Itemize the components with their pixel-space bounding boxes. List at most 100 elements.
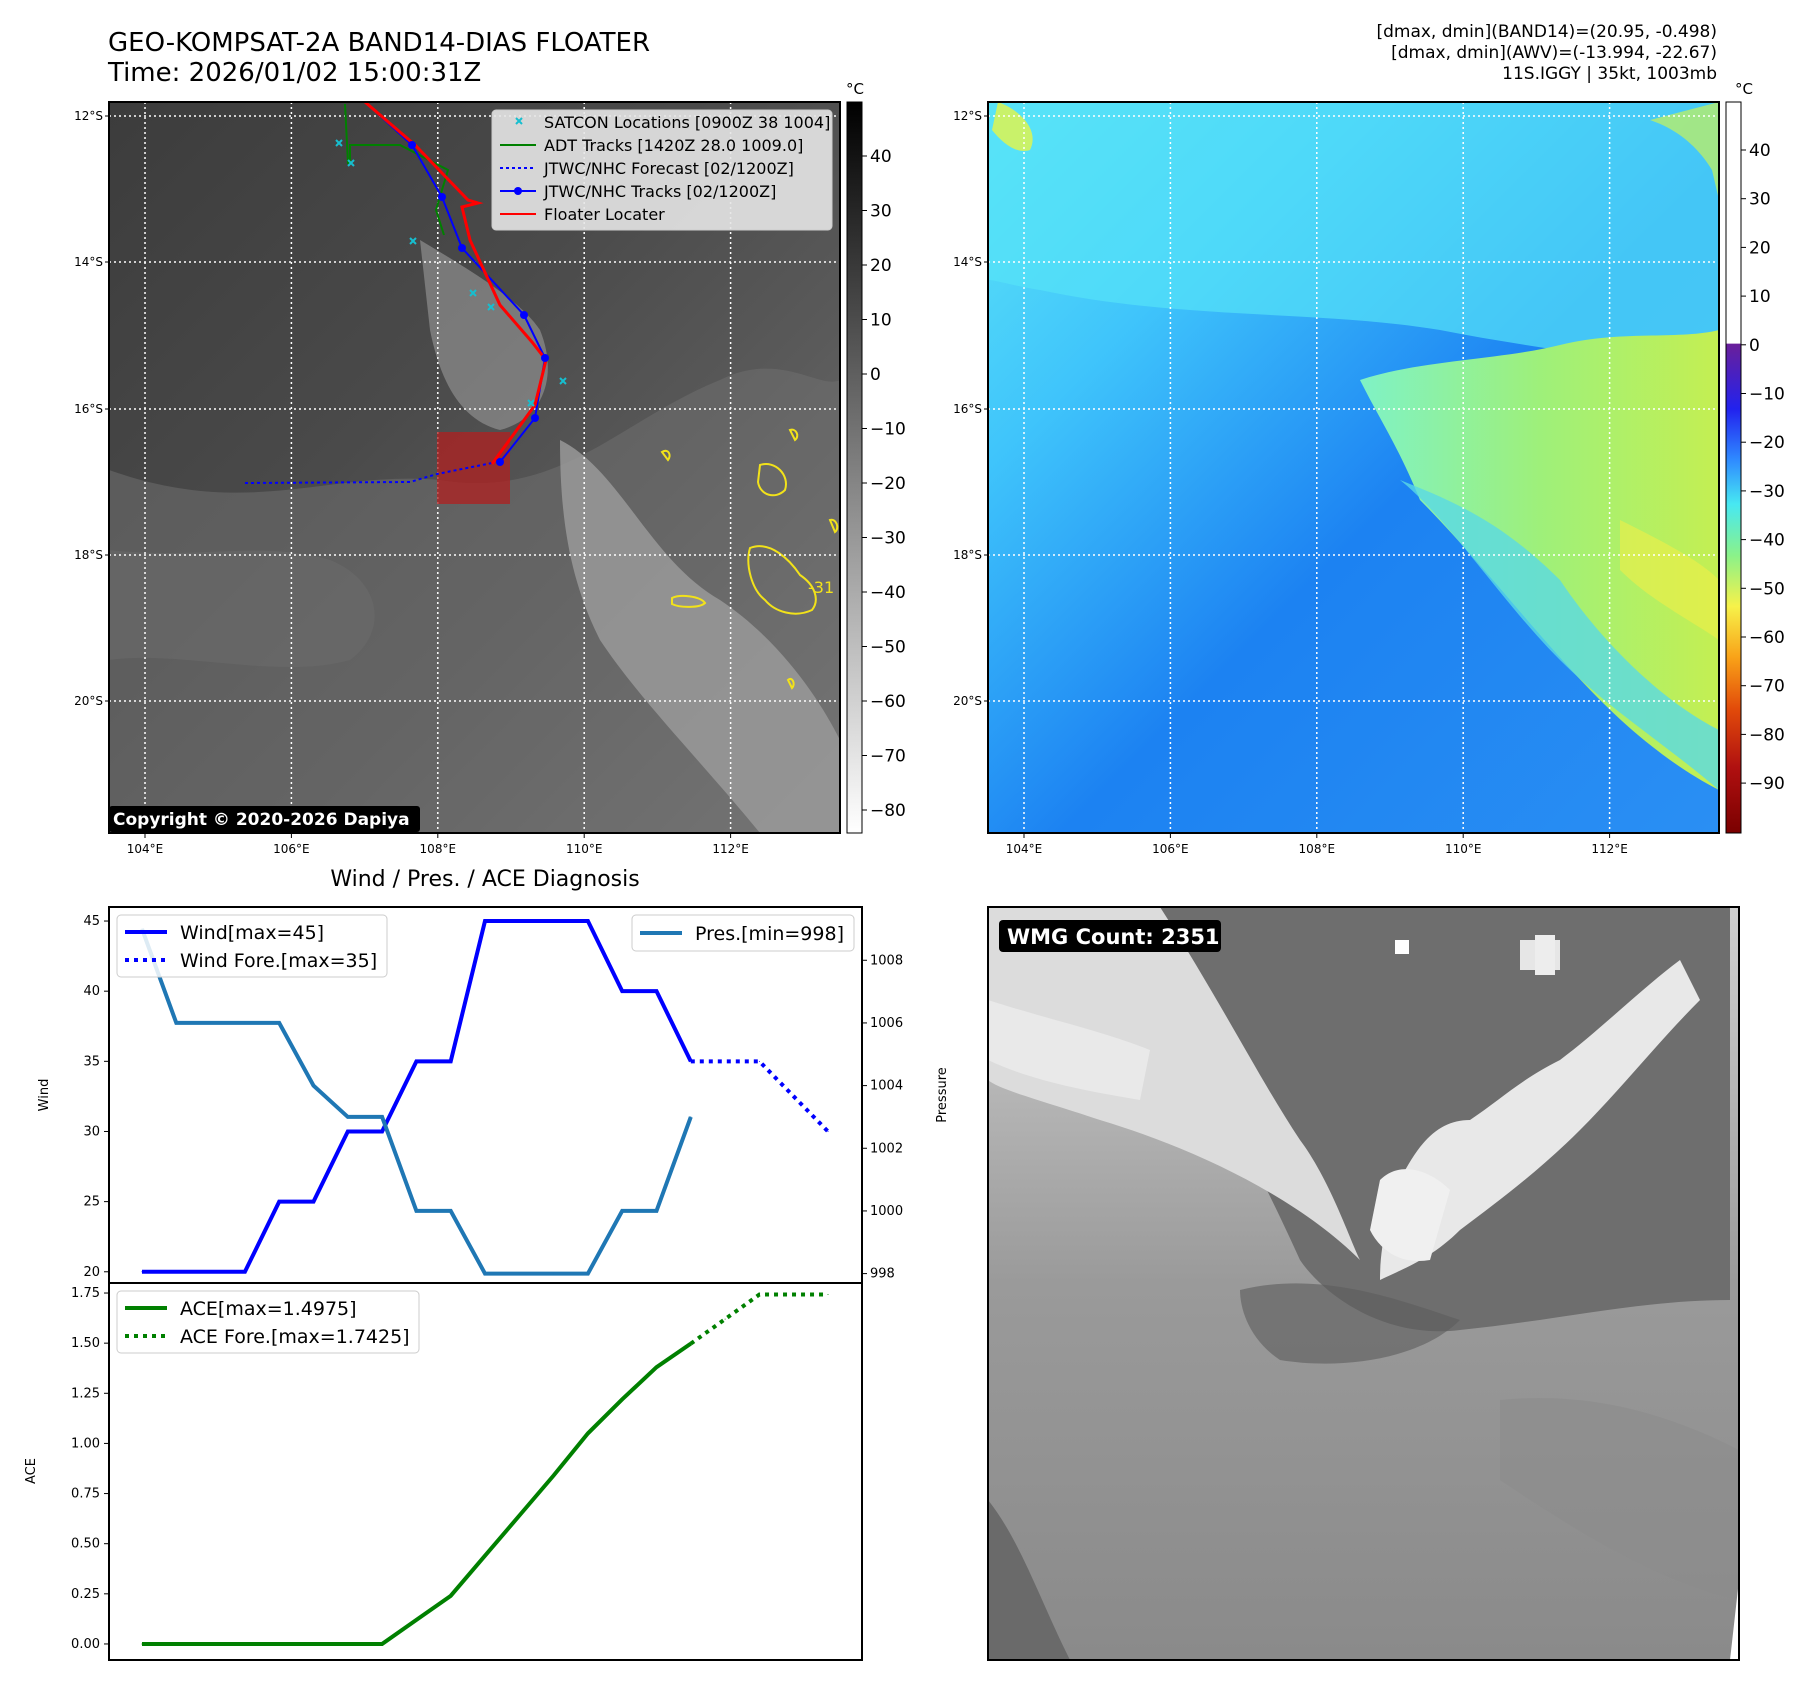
ir-lat-label: 20°S xyxy=(74,694,103,708)
ace-series-point-0 xyxy=(313,1643,314,1645)
wv-colorbar-label: −10 xyxy=(1749,385,1785,405)
ir-colorbar xyxy=(846,101,863,834)
ace-yticks: 0.00 0.25 0.50 0.75 1.00 1.25 1.50 1.75 xyxy=(71,1286,109,1652)
ace-ytick-label: 0.25 xyxy=(71,1587,100,1602)
legend-box xyxy=(116,1290,420,1354)
wv-lat-ticks: 12°S 14°S 16°S 18°S 20°S xyxy=(953,109,988,708)
ir-lon-label: 104°E xyxy=(127,842,164,856)
wv-lon-label: 110°E xyxy=(1445,842,1482,856)
wv-gridlines xyxy=(988,102,1719,833)
wind-ylabel: Wind xyxy=(37,1079,52,1112)
wv-lat-label: 18°S xyxy=(953,548,982,562)
ir-colorbar-ticks: 40 30 20 10 0 −10 −20 −30 −40 −50 −60 −70 −80 xyxy=(862,147,906,821)
pressure-ytick-label: 1008 xyxy=(870,953,903,968)
info-line-1: [dmax, dmin](BAND14)=(20.95, -0.498) xyxy=(1376,22,1717,42)
series-point-0 xyxy=(313,1201,314,1203)
legend-label: Wind Fore.[max=35] xyxy=(180,950,377,972)
series-point-0 xyxy=(210,1271,212,1273)
series-point-0 xyxy=(278,1201,280,1203)
pressure-ytick-label: 1000 xyxy=(870,1204,903,1219)
ir-lon-label: 106°E xyxy=(273,842,310,856)
floater-box xyxy=(437,432,510,504)
diagnosis-title: Wind / Pres. / ACE Diagnosis xyxy=(330,867,639,892)
wv-colorbar-label: 40 xyxy=(1749,141,1771,161)
ir-panel: -31 xyxy=(74,80,906,856)
wv-lat-label: 16°S xyxy=(953,402,982,416)
ace-ytick-label: 1.25 xyxy=(71,1386,100,1401)
ace-ytick-label: 1.75 xyxy=(71,1286,100,1301)
series-point-2 xyxy=(313,1085,314,1087)
ace-series-point-0 xyxy=(141,1643,143,1645)
wmg-frame xyxy=(987,906,1740,1661)
series-point-2 xyxy=(656,1210,657,1212)
ir-colorbar-label: −20 xyxy=(870,474,906,494)
series-point-2 xyxy=(690,1116,692,1118)
ir-lon-label: 110°E xyxy=(566,842,603,856)
ace-series-point-0 xyxy=(278,1643,280,1645)
ace-series-point-0 xyxy=(656,1366,657,1368)
ace-series-point-0 xyxy=(621,1398,623,1400)
legend-wind: Wind[max=45] Wind Fore.[max=35] xyxy=(116,914,388,978)
ace-series-point-0 xyxy=(175,1643,177,1645)
series-point-2 xyxy=(553,1273,555,1275)
wmg-count-label: WMG Count: 2351 xyxy=(1007,925,1220,949)
wv-lat-label: 20°S xyxy=(953,694,982,708)
wind-ytick-label: 20 xyxy=(83,1265,100,1280)
ir-colorbar-label: 10 xyxy=(870,311,892,331)
ir-lat-ticks: 12°S 14°S 16°S 18°S 20°S xyxy=(74,109,109,708)
ace-series-point-1 xyxy=(827,1294,829,1296)
ace-series-point-0 xyxy=(484,1555,486,1557)
series-point-0 xyxy=(587,920,589,922)
series-point-2 xyxy=(381,1116,383,1118)
series-point-2 xyxy=(347,1116,349,1118)
ace-series-point-1 xyxy=(690,1343,692,1345)
ir-lon-label: 112°E xyxy=(712,842,749,856)
wv-panel: °C 403020100−10−20−30−40−50−60−70−80−90 … xyxy=(953,80,1785,856)
satcon-markers xyxy=(335,139,567,407)
wind-ytick-label: 30 xyxy=(83,1124,100,1139)
ace-series-point-0 xyxy=(415,1619,417,1621)
series-point-1 xyxy=(690,1060,692,1062)
info-line-3: 11S.IGGY | 35kt, 1003mb xyxy=(1502,64,1717,84)
legend-label: ACE Fore.[max=1.7425] xyxy=(180,1326,410,1348)
wmg-image xyxy=(988,907,1739,1660)
legend-ace: ACE[max=1.4975] ACE Fore.[max=1.7425] xyxy=(116,1290,420,1354)
legend-label: JTWC/NHC Tracks [02/1200Z] xyxy=(543,182,776,201)
contour-label: -31 xyxy=(808,578,834,597)
series-point-0 xyxy=(518,920,520,922)
wv-lat-label: 14°S xyxy=(953,255,982,269)
wind-ytick-label: 45 xyxy=(83,914,100,929)
wv-colorbar-label: 30 xyxy=(1749,190,1771,210)
ir-colorbar-label: −30 xyxy=(870,529,906,549)
ace-ytick-label: 0.75 xyxy=(71,1487,100,1502)
ace-ytick-label: 1.50 xyxy=(71,1336,100,1351)
wv-colorbar xyxy=(1725,101,1742,834)
series-point-1 xyxy=(827,1130,829,1132)
jtwc-track xyxy=(364,102,547,463)
legend-label: Floater Locater xyxy=(544,205,665,224)
ace-series xyxy=(141,1292,829,1646)
ace-ytick-label: 0.00 xyxy=(71,1637,100,1652)
series-point-2 xyxy=(450,1210,452,1212)
wv-lon-label: 106°E xyxy=(1152,842,1189,856)
ir-lat-label: 18°S xyxy=(74,548,103,562)
wind-ytick-label: 25 xyxy=(83,1195,100,1210)
storm-info: [dmax, dmin](BAND14)=(20.95, -0.498) [dm… xyxy=(1376,22,1717,85)
pressure-ylabel: Pressure xyxy=(935,1067,950,1123)
wv-image xyxy=(988,102,1719,833)
series-point-0 xyxy=(141,1271,143,1273)
legend-swatch-dot xyxy=(514,187,522,195)
legend-pressure: Pres.[min=998] xyxy=(631,914,855,952)
ace-series-point-1 xyxy=(724,1318,726,1320)
ace-ytick-label: 1.00 xyxy=(71,1436,100,1451)
wind-ytick-label: 35 xyxy=(83,1054,100,1069)
series-point-0 xyxy=(415,1060,417,1062)
series-point-2 xyxy=(518,1273,520,1275)
series-point-0 xyxy=(450,1060,452,1062)
series-point-2 xyxy=(244,1022,246,1024)
wv-colorbar-label: −20 xyxy=(1749,433,1785,453)
storm-tracks xyxy=(244,102,567,484)
pressure-ytick-label: 1002 xyxy=(870,1141,903,1156)
wv-colorbar-label: −90 xyxy=(1749,774,1785,794)
ir-colorbar-label: 40 xyxy=(870,147,892,167)
